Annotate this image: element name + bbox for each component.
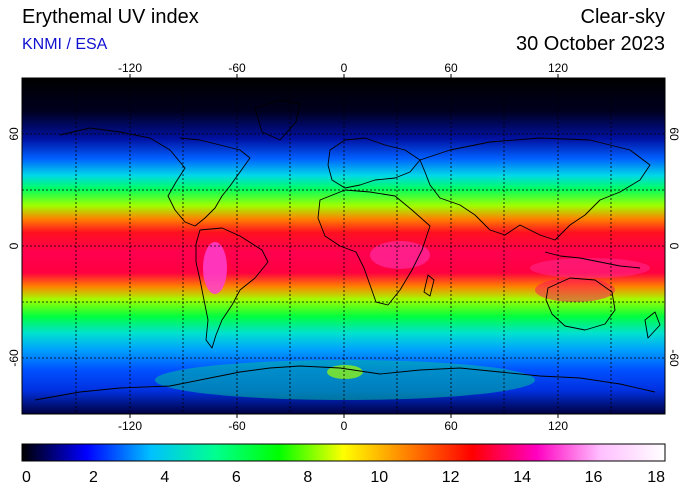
coastline-antarctica bbox=[34, 365, 656, 401]
date-label: 30 October 2023 bbox=[516, 33, 665, 55]
coastline-north-america bbox=[59, 127, 251, 227]
colorbar-tick-label: 6 bbox=[232, 469, 241, 486]
colorbar bbox=[21, 443, 666, 462]
map-title: Erythemal UV index bbox=[22, 6, 199, 28]
coastline-new-zealand bbox=[644, 311, 661, 339]
lat-tick-label-right: 60 bbox=[667, 127, 681, 141]
lon-tick-label-top: -60 bbox=[228, 61, 246, 75]
uv-hotspot-africa bbox=[370, 241, 430, 269]
colorbar-tick-label: 10 bbox=[370, 469, 388, 486]
coastline-africa bbox=[317, 189, 431, 306]
coastline-australia bbox=[545, 277, 616, 331]
lon-tick-label-bottom: 0 bbox=[341, 419, 348, 433]
uv-hotspot-andes bbox=[203, 242, 227, 294]
colorbar-labels: 0 2 4 6 8 10 12 14 16 18 bbox=[22, 469, 665, 486]
uv-antarctic-peak bbox=[327, 365, 363, 379]
graticule bbox=[22, 78, 665, 414]
colorbar-tick-label: 4 bbox=[160, 469, 169, 486]
coastline-asia bbox=[419, 137, 651, 241]
colorbar-tick-label: 18 bbox=[647, 469, 665, 486]
axis-tick-marks bbox=[129, 74, 559, 418]
uv-hotspot-pacific-west bbox=[530, 258, 650, 278]
coastline-europe bbox=[327, 137, 421, 189]
colorbar-tick-label: 2 bbox=[89, 469, 98, 486]
sky-condition-label: Clear-sky bbox=[580, 6, 665, 28]
lon-tick-label-top: -120 bbox=[118, 61, 142, 75]
uv-antarctic-plateau bbox=[155, 360, 535, 400]
lon-tick-label-bottom: -120 bbox=[118, 419, 142, 433]
lat-tick-label-left: 0 bbox=[7, 242, 21, 249]
lon-tick-label-top: 0 bbox=[341, 61, 348, 75]
lat-tick-label-left: -60 bbox=[7, 349, 21, 367]
colorbar-tick-label: 12 bbox=[442, 469, 460, 486]
coastline-greenland bbox=[254, 99, 301, 141]
lat-tick-label-right: -60 bbox=[667, 349, 681, 367]
credit-label: KNMI / ESA bbox=[22, 36, 108, 53]
lon-tick-label-top: 60 bbox=[444, 61, 458, 75]
coastline-indonesia bbox=[544, 251, 641, 269]
colorbar-tick-label: 8 bbox=[303, 469, 312, 486]
lon-tick-label-bottom: 120 bbox=[548, 419, 568, 433]
colorbar-tick-label: 16 bbox=[585, 469, 603, 486]
lon-tick-label-bottom: -60 bbox=[228, 419, 246, 433]
uv-hotspot-australia bbox=[535, 278, 615, 302]
coastline-south-america bbox=[195, 227, 269, 349]
colorbar-tick-label: 14 bbox=[513, 469, 531, 486]
coastline-madagascar bbox=[423, 274, 435, 297]
coastlines bbox=[34, 99, 661, 401]
lat-tick-label-right: 0 bbox=[667, 243, 681, 250]
lon-tick-label-bottom: 60 bbox=[444, 419, 458, 433]
colorbar-tick-label: 0 bbox=[22, 469, 31, 486]
lon-tick-label-top: 120 bbox=[548, 61, 568, 75]
lat-tick-label-left: 60 bbox=[7, 127, 21, 141]
